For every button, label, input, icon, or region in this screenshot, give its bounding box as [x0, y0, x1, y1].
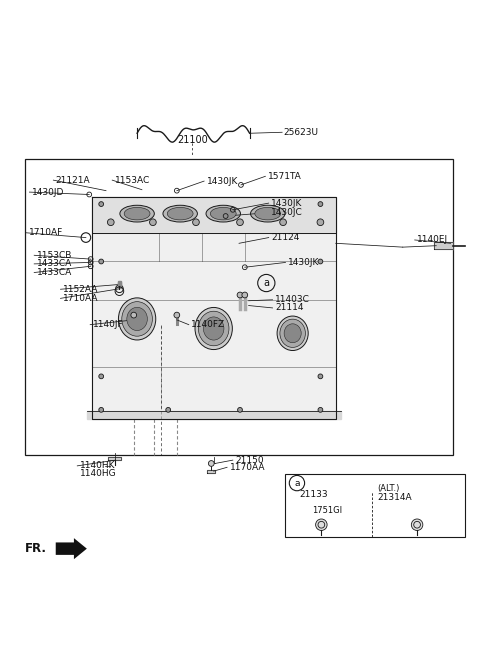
Ellipse shape [198, 311, 229, 346]
Circle shape [108, 219, 114, 225]
Polygon shape [434, 242, 453, 249]
Circle shape [242, 292, 248, 298]
Bar [24, 158, 453, 455]
Ellipse shape [255, 208, 281, 220]
Text: 21100: 21100 [177, 135, 207, 145]
Ellipse shape [120, 205, 155, 222]
Ellipse shape [163, 205, 197, 222]
Circle shape [280, 219, 287, 225]
Circle shape [99, 374, 104, 378]
Circle shape [238, 407, 242, 412]
Text: 1140EJ: 1140EJ [417, 235, 448, 244]
Text: 1152AA: 1152AA [63, 284, 98, 294]
Text: 1751GI: 1751GI [312, 506, 342, 515]
Circle shape [174, 312, 180, 318]
Text: 1430JK: 1430JK [271, 198, 302, 208]
Text: 1153CB: 1153CB [36, 251, 72, 260]
Circle shape [150, 219, 156, 225]
Polygon shape [118, 282, 121, 286]
Text: 21121A: 21121A [56, 175, 90, 185]
Ellipse shape [127, 307, 147, 330]
Ellipse shape [284, 324, 301, 343]
Text: 21314A: 21314A [377, 493, 412, 502]
Circle shape [99, 407, 104, 412]
Circle shape [237, 292, 243, 298]
Bar [286, 474, 465, 537]
Ellipse shape [124, 208, 150, 220]
Ellipse shape [277, 316, 308, 351]
Polygon shape [207, 470, 215, 473]
Text: 21114: 21114 [275, 304, 303, 313]
Text: 1140HG: 1140HG [80, 469, 116, 478]
Circle shape [166, 407, 170, 412]
Text: 21133: 21133 [299, 490, 327, 499]
Text: 1140FZ: 1140FZ [191, 320, 225, 329]
Text: 1153AC: 1153AC [115, 175, 150, 185]
Text: 1430JC: 1430JC [271, 208, 303, 217]
Ellipse shape [195, 307, 232, 350]
Polygon shape [87, 411, 340, 419]
Circle shape [99, 259, 104, 264]
Ellipse shape [210, 208, 236, 220]
Text: a: a [294, 478, 300, 487]
Ellipse shape [251, 205, 285, 222]
Text: 1571TA: 1571TA [268, 171, 301, 181]
Text: FR.: FR. [24, 542, 47, 555]
Text: 1430JK: 1430JK [206, 177, 238, 185]
Text: 1710AA: 1710AA [63, 294, 98, 303]
Circle shape [99, 202, 104, 206]
Circle shape [411, 519, 423, 530]
Text: 11403C: 11403C [275, 295, 310, 304]
Ellipse shape [280, 319, 305, 348]
Circle shape [317, 219, 324, 225]
Ellipse shape [204, 317, 224, 340]
Text: (ALT.): (ALT.) [377, 484, 400, 493]
Circle shape [208, 461, 214, 466]
Polygon shape [56, 538, 87, 559]
Text: 25623U: 25623U [283, 127, 318, 137]
Text: 21150: 21150 [235, 455, 264, 464]
Circle shape [318, 407, 323, 412]
Circle shape [316, 519, 327, 530]
Polygon shape [118, 281, 121, 288]
Circle shape [318, 374, 323, 378]
Polygon shape [108, 457, 121, 460]
Circle shape [192, 219, 199, 225]
Circle shape [131, 312, 137, 318]
Text: 1433CA: 1433CA [36, 268, 72, 277]
Ellipse shape [122, 302, 153, 336]
Text: 1140HK: 1140HK [80, 461, 115, 470]
Text: 1140JF: 1140JF [93, 320, 123, 329]
Text: 21124: 21124 [271, 233, 300, 242]
Text: 1430JK: 1430JK [288, 258, 319, 267]
Text: 1170AA: 1170AA [229, 463, 265, 472]
Text: 1710AF: 1710AF [28, 228, 63, 237]
Polygon shape [92, 197, 336, 419]
Ellipse shape [167, 208, 193, 220]
Ellipse shape [119, 298, 156, 340]
Circle shape [237, 219, 243, 225]
Circle shape [318, 259, 323, 264]
Polygon shape [92, 197, 336, 233]
Text: 1433CA: 1433CA [36, 260, 72, 269]
Ellipse shape [206, 205, 240, 222]
Text: a: a [264, 278, 269, 288]
Circle shape [318, 202, 323, 206]
Text: 1430JD: 1430JD [32, 188, 64, 196]
